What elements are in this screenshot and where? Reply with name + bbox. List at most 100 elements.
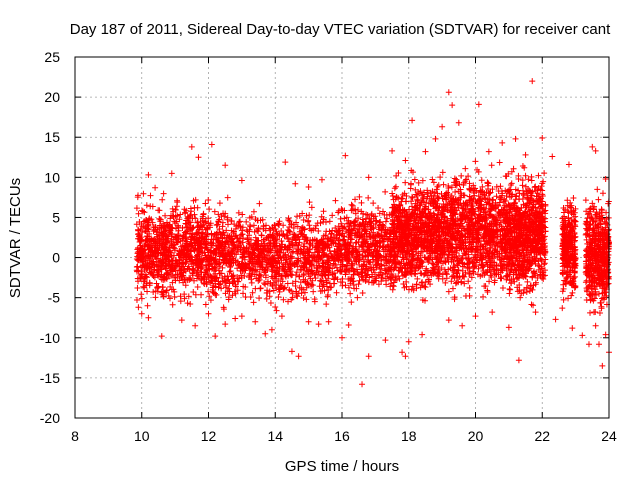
data-point [342, 254, 349, 261]
data-point [243, 218, 250, 225]
data-point [311, 296, 318, 303]
data-point [143, 202, 150, 209]
data-point [250, 208, 257, 215]
data-point [356, 251, 362, 258]
data-point [512, 135, 519, 142]
data-point [169, 241, 176, 248]
data-point [348, 230, 355, 237]
data-point [229, 273, 236, 280]
data-point [370, 277, 377, 284]
data-point [309, 253, 316, 260]
data-point [354, 252, 361, 259]
data-point [218, 231, 225, 238]
data-point [202, 231, 209, 238]
data-point [304, 248, 311, 255]
data-point [301, 243, 308, 250]
data-point [315, 248, 322, 255]
data-point [315, 321, 322, 328]
data-point [354, 294, 361, 301]
data-point [184, 300, 191, 307]
data-point [302, 254, 309, 261]
data-point [257, 273, 264, 280]
data-point [192, 245, 199, 252]
data-point [306, 257, 313, 264]
data-point [141, 263, 148, 270]
data-point [169, 266, 176, 273]
data-point [188, 234, 195, 241]
data-point [316, 268, 323, 275]
data-point [167, 215, 174, 222]
data-point [319, 247, 326, 254]
data-point [347, 220, 354, 227]
y-tick-label: 25 [44, 49, 60, 65]
data-point [288, 348, 295, 355]
data-point [278, 227, 285, 234]
data-point [449, 102, 456, 109]
data-point [205, 196, 212, 203]
data-point [251, 256, 258, 263]
data-point [326, 280, 333, 287]
data-point [399, 349, 406, 356]
data-point [209, 265, 216, 272]
data-point [602, 175, 609, 182]
data-point [445, 89, 452, 96]
data-point [261, 280, 268, 287]
data-point [163, 287, 170, 294]
data-point [307, 270, 314, 277]
data-point [230, 260, 237, 267]
data-point [381, 237, 388, 244]
data-point [318, 213, 325, 220]
data-point [260, 251, 267, 258]
data-point [285, 298, 292, 305]
data-point [180, 263, 187, 270]
data-point [274, 236, 281, 243]
x-tick-label: 8 [71, 428, 79, 444]
data-point [164, 222, 171, 229]
data-point [223, 279, 230, 286]
data-point [183, 250, 190, 257]
data-point [549, 153, 556, 160]
data-point [237, 246, 244, 253]
data-point [300, 217, 307, 224]
data-point [139, 207, 146, 214]
data-point [347, 240, 354, 247]
y-tick-label: -10 [40, 330, 60, 346]
data-point [159, 284, 166, 291]
data-point [388, 271, 395, 278]
data-point [363, 238, 370, 245]
data-point [205, 310, 212, 317]
data-point [305, 318, 312, 325]
data-point [382, 337, 389, 344]
data-point [171, 245, 178, 252]
data-point [164, 269, 171, 276]
data-point [301, 231, 308, 238]
data-point [373, 261, 380, 268]
data-point [237, 223, 244, 230]
data-point [276, 286, 283, 293]
data-point [370, 266, 377, 273]
data-point [499, 139, 506, 146]
data-point [216, 260, 223, 267]
data-point [313, 222, 320, 229]
data-point [405, 338, 412, 345]
data-point [198, 291, 205, 298]
data-point [360, 276, 367, 283]
data-point [174, 274, 181, 281]
data-point [171, 293, 178, 300]
data-point [145, 252, 152, 259]
data-point [292, 278, 299, 285]
data-point [439, 123, 446, 130]
data-point [195, 271, 202, 278]
data-point [198, 250, 205, 257]
data-point [232, 225, 239, 232]
data-point [275, 285, 282, 292]
data-point [328, 284, 335, 291]
data-point [245, 248, 252, 255]
data-point [362, 220, 369, 227]
y-tick-label: -20 [40, 410, 60, 426]
data-point [315, 271, 322, 278]
data-point [409, 117, 416, 124]
data-point [313, 256, 320, 263]
data-point [317, 219, 324, 226]
data-point [329, 212, 336, 219]
